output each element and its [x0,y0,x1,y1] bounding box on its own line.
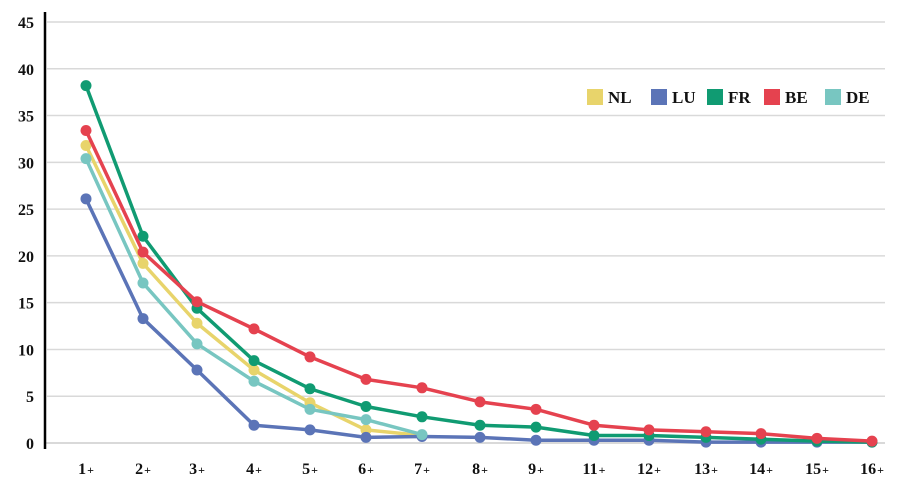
x-tick-label: 15+ [805,461,829,478]
data-point [530,421,542,433]
data-point [530,434,542,446]
legend-item-de: DE [825,88,870,107]
data-point [137,230,149,242]
legend-label: DE [846,88,870,107]
axes: 0 5 10 15 20 25 30 35 40 45 1+ 2+ 3+ 4+ 5+ 6+ 7+ 8+ 9+ 11+ 1… [18,12,885,478]
data-point [304,383,316,395]
data-point [474,396,486,408]
legend-item-lu: LU [651,88,696,107]
data-point [866,435,878,447]
data-point [588,419,600,431]
legend-swatch [651,89,667,105]
legend-item-be: BE [764,88,808,107]
data-point [360,414,372,426]
series-nl [80,139,428,442]
series-be [80,125,878,447]
data-point [360,373,372,385]
legend-item-nl: NL [587,88,632,107]
x-tick-label: 9+ [528,461,544,478]
y-tick-label: 15 [18,296,34,313]
data-point [474,419,486,431]
series-lines [80,80,878,448]
legend-swatch [825,89,841,105]
y-tick-label: 30 [18,155,34,172]
data-point [416,382,428,394]
data-point [643,424,655,436]
y-tick-label: 45 [18,15,34,32]
data-point [80,125,92,137]
series-line-de [84,156,424,437]
x-tick-label: 13+ [694,461,718,478]
data-point [530,403,542,415]
data-point [755,428,767,440]
x-tick-label: 8+ [472,461,488,478]
y-tick-label: 35 [18,109,34,126]
data-point [248,323,260,335]
x-tick-label: 12+ [637,461,661,478]
legend-item-fr: FR [707,88,751,107]
x-tick-label: 11+ [583,461,606,478]
legend-swatch [707,89,723,105]
y-tick-label: 20 [18,249,34,266]
y-tick-label: 10 [18,342,34,359]
gridlines [47,21,885,397]
legend: NL LU FR BE DE [587,88,870,107]
x-tick-label: 4+ [246,461,262,478]
x-tick-label: 7+ [414,461,430,478]
data-point [80,193,92,205]
series-line-fr [84,83,874,444]
data-point [191,338,203,350]
data-point [191,317,203,329]
data-point [137,277,149,289]
series-line-nl [84,143,424,438]
legend-label: NL [608,88,632,107]
data-point [248,355,260,367]
data-point [304,424,316,436]
data-point [700,426,712,438]
data-point [248,364,260,376]
data-point [80,80,92,92]
data-point [191,364,203,376]
data-point [137,257,149,269]
x-tick-label: 1+ [78,461,94,478]
data-point [304,403,316,415]
data-point [588,430,600,442]
y-tick-label: 0 [26,436,34,453]
data-point [360,431,372,443]
y-tick-label: 5 [26,389,34,406]
data-point [360,401,372,413]
data-point [80,153,92,165]
data-point [248,419,260,431]
x-tick-label: 2+ [135,461,151,478]
legend-swatch [764,89,780,105]
data-point [191,296,203,308]
data-point [416,429,428,441]
data-point [80,139,92,151]
y-tick-label: 40 [18,62,34,79]
data-point [137,246,149,258]
legend-label: LU [672,88,696,107]
data-point [811,432,823,444]
data-point [416,411,428,423]
series-de [80,153,428,441]
series-line-be [84,128,874,443]
x-tick-label: 14+ [749,461,773,478]
x-tick-label: 3+ [189,461,205,478]
legend-label: BE [785,88,808,107]
x-tick-label: 16+ [860,461,884,478]
data-point [248,375,260,387]
series-fr [80,80,878,448]
x-tick-label: 5+ [302,461,318,478]
data-point [137,313,149,325]
legend-swatch [587,89,603,105]
data-point [474,431,486,443]
y-tick-label: 25 [18,202,34,219]
data-point [304,351,316,363]
legend-label: FR [728,88,751,107]
x-tick-label: 6+ [358,461,374,478]
